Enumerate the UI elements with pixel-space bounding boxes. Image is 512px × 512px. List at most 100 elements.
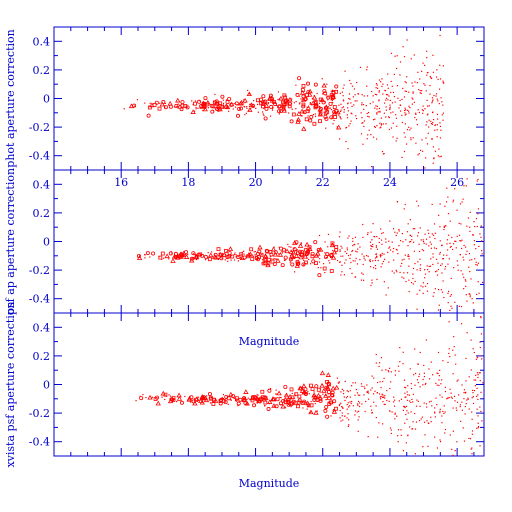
data-point [308,111,310,113]
data-point [305,394,307,396]
data-point [452,349,454,351]
data-point [337,259,339,262]
data-point [412,401,414,403]
data-point [302,253,308,259]
data-point [428,265,430,268]
data-point [409,106,411,109]
data-point [378,100,380,102]
data-point [397,97,399,99]
data-point [213,101,215,103]
data-point [237,106,242,111]
data-point [257,394,259,396]
data-point [322,393,324,395]
data-point [412,393,414,395]
data-point [362,103,365,106]
data-point [425,90,427,92]
data-point [263,258,268,263]
data-point [220,94,225,99]
data-point [309,114,314,119]
data-point [414,262,416,265]
data-point [306,106,308,108]
data-point [217,258,220,261]
data-point [293,253,300,258]
x-tick-label: 18 [181,176,195,189]
data-point [349,396,351,398]
data-point [355,250,357,252]
data-point [471,433,474,435]
data-point [387,287,389,289]
data-point [305,251,307,254]
data-point [422,282,424,284]
y-tick-label: -0.4 [29,150,50,163]
data-point [371,387,373,389]
data-point [274,258,276,260]
data-point [448,290,450,293]
data-point [392,247,395,250]
data-point [269,256,272,258]
data-point [417,381,419,384]
data-point [233,397,235,399]
data-point [341,264,343,266]
data-point [385,97,388,99]
data-point [343,274,345,276]
data-point [392,251,394,253]
data-point [426,121,428,123]
data-point [330,390,335,395]
data-point [432,111,434,113]
data-point [411,82,413,84]
data-point [428,245,430,247]
data-point [224,104,231,110]
data-point [281,100,285,105]
data-point [345,259,347,261]
data-point [356,392,359,394]
data-point [323,393,329,398]
data-point [243,400,248,405]
data-point [349,79,351,82]
data-point [442,81,444,84]
data-point [339,110,342,113]
data-point [441,422,443,424]
data-point [405,239,407,241]
data-point [439,251,441,254]
data-point [364,387,366,390]
data-point [184,395,186,398]
data-point [436,98,438,100]
data-point [414,116,416,119]
data-point [191,100,193,102]
data-point [415,405,418,407]
data-point [374,390,376,392]
data-point [366,384,368,386]
data-point [439,122,441,124]
data-point [213,107,215,109]
data-point [338,404,341,406]
data-point [373,377,375,379]
data-point [449,246,451,248]
data-point [470,339,472,341]
data-point [214,101,219,106]
data-point [448,348,450,350]
data-point [356,403,359,405]
data-point [434,407,436,409]
data-point [189,395,194,400]
data-point [439,412,441,414]
data-point [369,259,371,261]
data-point [403,96,406,98]
data-point [340,406,343,408]
data-point [278,246,280,248]
data-point [346,404,348,406]
data-point [332,244,334,246]
data-point [350,83,352,85]
data-point [339,250,341,252]
data-point [318,102,321,104]
data-point [381,150,384,153]
data-point [444,225,447,227]
data-point [342,407,344,410]
data-point [250,257,255,261]
data-point [412,228,414,230]
data-point [299,108,305,114]
data-point [476,180,478,182]
data-point [186,106,188,108]
data-point [435,397,437,399]
data-point [152,103,157,107]
data-point [277,98,279,101]
